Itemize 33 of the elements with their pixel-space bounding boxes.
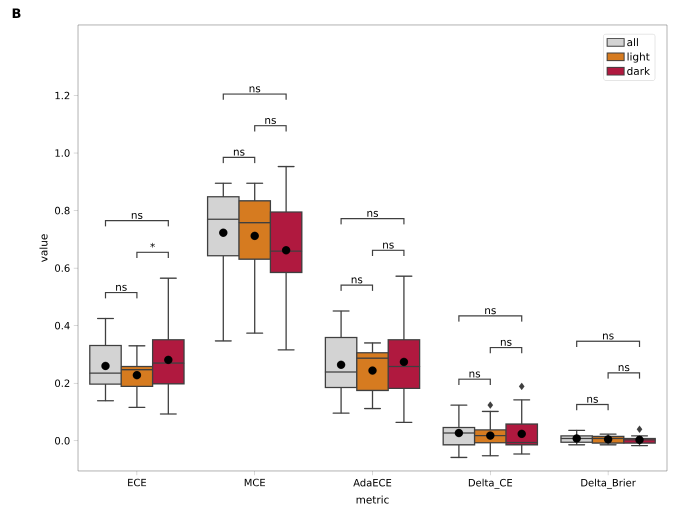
annotation: ns	[265, 118, 276, 124]
annotation: ns	[603, 334, 614, 340]
x-tick-label: ECE	[128, 478, 146, 486]
y-axis-title: value	[39, 234, 48, 262]
annotation: ns	[367, 210, 378, 217]
y-tick-label: 0.2	[55, 379, 70, 387]
y-tick-label: 1.2	[55, 92, 70, 100]
x-tick-label: AdaECE	[353, 478, 392, 486]
y-tick-label: 1.0	[55, 149, 70, 157]
y-tick-label: 0.4	[55, 322, 70, 330]
y-tick-label: 0.0	[55, 436, 70, 445]
annotation: ns	[618, 365, 630, 372]
x-tick-label: Delta_Brier	[581, 478, 636, 489]
annotation: ns	[470, 371, 480, 378]
legend-label: all	[627, 38, 638, 46]
annotation: ns	[485, 308, 496, 314]
x-axis-title: metric	[356, 496, 389, 504]
annotation: ns	[352, 277, 362, 284]
annotation: ns	[250, 86, 260, 92]
annotation: ns	[587, 396, 598, 403]
annotation: *	[150, 242, 155, 248]
annotation: ns	[132, 212, 142, 219]
annotation: ns	[500, 340, 512, 346]
y-tick-label: 0.6	[55, 264, 70, 272]
annotation: ns	[116, 284, 127, 291]
legend-label: light	[628, 52, 650, 63]
annotation: ns	[234, 150, 245, 156]
y-tick-label: 0.8	[55, 206, 70, 214]
annotation: ns	[383, 242, 394, 249]
x-tick-label: MCE	[244, 478, 265, 486]
x-tick-label: Delta_CE	[468, 478, 512, 489]
chart-title: B	[12, 8, 20, 18]
legend-label: dark	[627, 66, 650, 76]
